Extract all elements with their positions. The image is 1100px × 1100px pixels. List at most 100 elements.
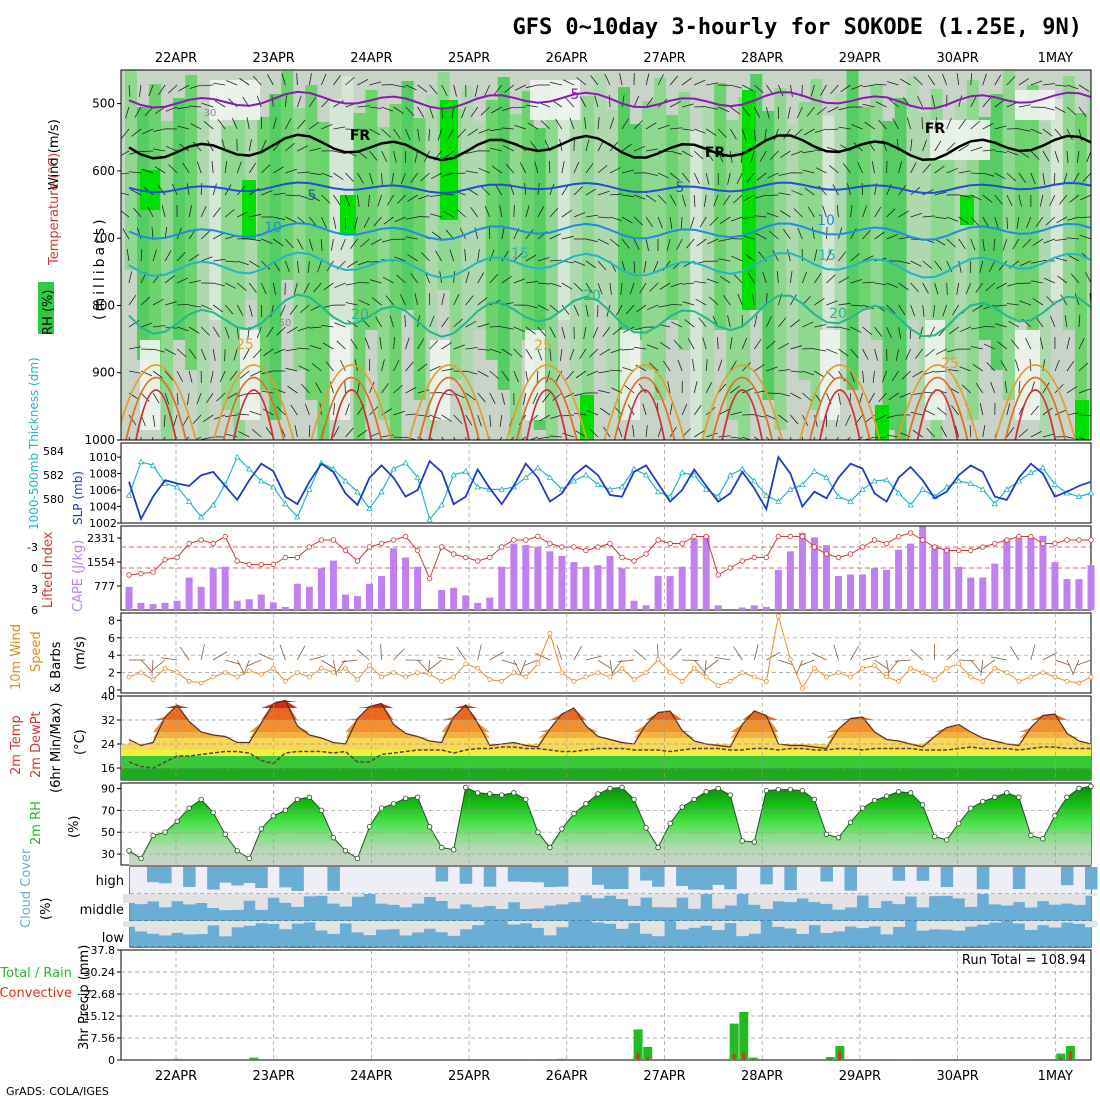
profile-wind-barb [489,414,492,427]
profile-wind-barb [998,260,1008,271]
rh-point [968,805,974,811]
profile-wind-barb [513,204,515,218]
rh-point [198,796,204,803]
profile-wind-barb [793,208,803,218]
profile-wind-barb [727,315,731,328]
profile-wind-barb [499,436,503,440]
surface-wind-barb [258,653,274,661]
precip-total-bar [153,1059,163,1060]
cloud-cell-high [543,867,557,888]
temp-fill-layer [129,700,1091,720]
wind-speed-point [198,680,204,686]
cloud-cell-clear [495,894,509,910]
profile-wind-barb [489,273,499,284]
profile-wind-barb [1042,128,1053,137]
profile-wind-barb [273,216,286,221]
cloud-cell-clear [135,921,148,932]
profile-wind-barb [206,392,214,404]
contour-label: 5 [571,87,580,103]
profile-wind-barb [958,260,962,273]
rh-band [365,90,378,330]
profile-wind-barb [368,194,370,207]
profile-wind-barb [835,436,839,440]
cape-bar [317,568,325,610]
profile-wind-barb [802,370,814,376]
wind-speed-point [643,670,649,675]
profile-wind-barb [261,370,274,375]
profile-wind-barb [441,193,454,196]
thickness-point [678,469,686,475]
profile-wind-barb [490,147,502,152]
precip-tick-label: 30.24 [84,966,116,979]
cloud-cell-clear [1024,894,1038,908]
profile-wind-barb [477,392,486,403]
rh-point [859,805,866,811]
temp-band [121,768,1091,780]
cloud-cell-clear [147,921,160,934]
cape-bar [534,546,542,610]
thickness-point [895,489,902,496]
profile-wind-barb [1066,412,1079,416]
profile-wind-barb [942,73,948,86]
profile-wind-barb [598,389,611,394]
thickness-point [1039,464,1047,471]
profile-wind-barb [163,414,166,427]
lifted-index-point [138,570,144,577]
cloud-cell-clear [784,894,797,903]
profile-wind-barb [514,124,526,130]
cape-bar [558,555,566,610]
cloud-cell-clear [868,921,882,927]
profile-wind-barb [741,128,747,141]
profile-wind-barb [1031,260,1043,264]
cloud-cell-high [591,867,605,885]
thickness-point [703,486,710,492]
profile-wind-barb [862,229,871,240]
profile-wind-barb [723,194,731,206]
cloud-cell-clear [543,921,557,936]
contour-10 [128,222,1091,241]
profile-wind-barb [478,128,490,134]
precip-convective-bar [838,1051,842,1060]
profile-wind-barb [846,436,851,440]
profile-wind-barb [958,194,971,198]
profile-wind-barb [1030,128,1043,135]
profile-wind-barb [946,368,959,372]
cape-axis-label: CAPE (J/kg) [71,540,86,612]
profile-wind-barb [140,322,153,328]
profile-wind-barb [164,370,174,381]
contour-20 [128,293,1091,338]
cloud-cell-clear [363,921,377,936]
thickness-point [811,468,818,474]
wind-speed-point [836,670,841,675]
profile-wind-barb [730,411,742,416]
contour-warm [330,389,373,440]
profile-wind-barb [838,276,850,284]
profile-wind-barb [340,238,346,251]
profile-wind-barb [1078,106,1087,117]
cape-bar [221,566,229,610]
profile-wind-barb [284,95,287,108]
profile-wind-barb [671,321,683,328]
profile-wind-barb [345,76,355,86]
cape-bar [486,597,494,610]
profile-wind-barb [1018,194,1022,207]
surface-wind-barb [612,659,623,674]
profile-wind-barb [826,226,828,240]
surface-wind-barb [597,659,612,670]
cloud-cell-clear [1048,921,1062,928]
profile-wind-barb [421,252,430,262]
profile-wind-barb [249,260,260,268]
cloud-cell-clear [135,894,148,905]
rh-band [305,85,318,400]
profile-wind-barb [590,75,599,86]
profile-wind-barb [649,282,659,292]
profile-wind-barb [297,171,310,174]
wind-speed-point [655,657,661,662]
profile-wind-barb [886,434,899,438]
wind-speed-series [126,613,1094,691]
rh-dry-patch [925,320,945,420]
profile-wind-barb [633,216,644,226]
profile-wind-barb [1006,216,1009,229]
profile-wind-barb [489,128,502,132]
wind-grid [121,613,1091,693]
